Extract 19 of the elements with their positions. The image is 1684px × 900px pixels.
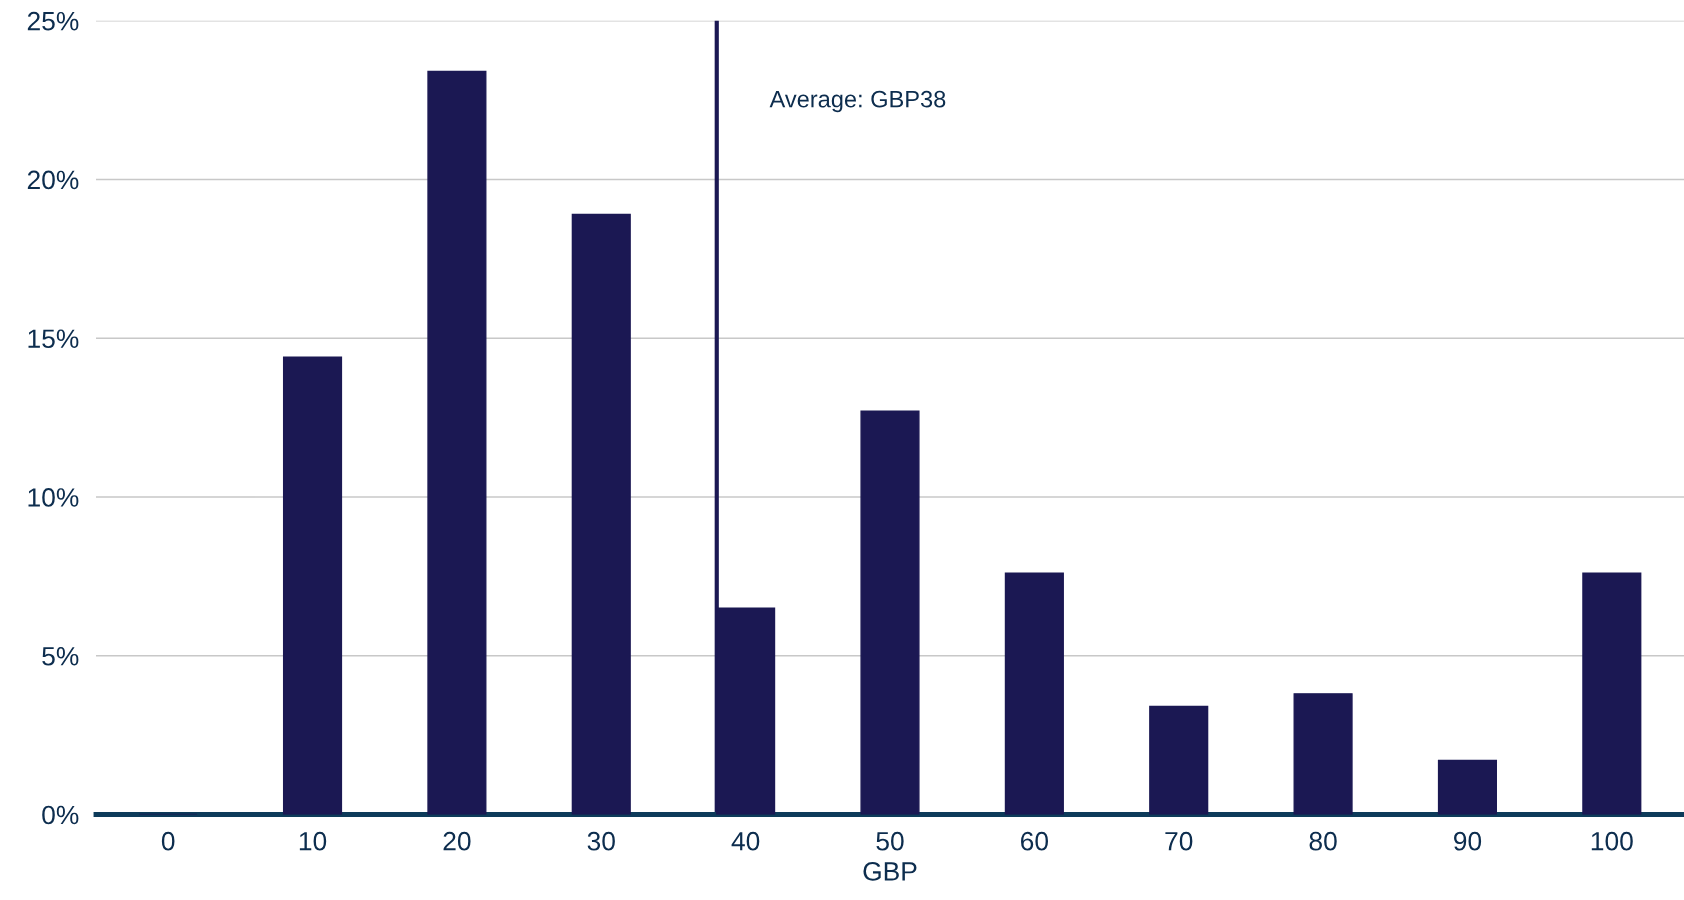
x-tick-label: 30 xyxy=(587,831,615,851)
x-tick-label: 40 xyxy=(731,831,760,851)
x-tick-label: 50 xyxy=(876,831,904,851)
x-tick-label: 60 xyxy=(1021,831,1048,851)
x-tick-label: 80 xyxy=(1309,831,1337,851)
y-tick-label: 0% xyxy=(42,805,79,825)
x-axis-title: GBP xyxy=(863,862,917,881)
y-tick-label: 20% xyxy=(27,170,79,190)
y-tick-label: 15% xyxy=(28,329,79,349)
y-tick-label: 10% xyxy=(28,488,79,507)
x-tick-label: 90 xyxy=(1454,831,1482,851)
x-tick-label: 100 xyxy=(1591,831,1633,851)
x-tick-label: 10 xyxy=(299,831,327,851)
y-tick-label: 25% xyxy=(27,11,79,31)
x-tick-label: 0 xyxy=(161,831,175,851)
x-tick-label: 70 xyxy=(1165,831,1193,851)
x-tick-label: 20 xyxy=(443,831,471,851)
y-tick-label: 5% xyxy=(42,646,79,666)
ref-line-label: Average: GBP38 xyxy=(769,90,946,113)
